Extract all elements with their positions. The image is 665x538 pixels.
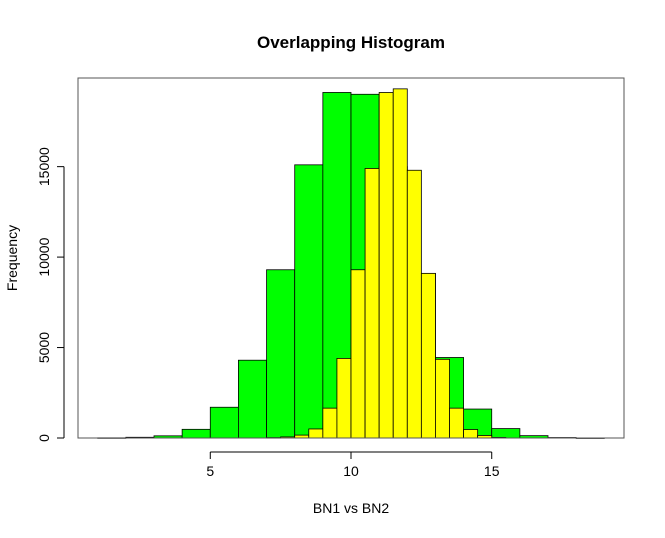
series-2-bar-4 xyxy=(308,428,324,439)
x-axis-label: BN1 vs BN2 xyxy=(313,500,389,516)
series-1-bar-4 xyxy=(181,428,211,439)
series-2-bar-12 xyxy=(420,272,436,439)
x-tick-label-15: 15 xyxy=(484,463,500,479)
series-2-bar-5 xyxy=(322,407,338,439)
series-2-bar-15 xyxy=(463,429,479,439)
series-2-bar-8 xyxy=(364,168,380,439)
series-1-bar-5 xyxy=(209,406,239,439)
x-tick-label-5: 5 xyxy=(206,463,214,479)
series-2-bar-10 xyxy=(392,88,408,439)
x-axis: 5 10 15 xyxy=(206,451,500,479)
y-tick-label-15000: 15000 xyxy=(36,147,52,186)
x-tick-label-10: 10 xyxy=(343,463,359,479)
series-2-bar-14 xyxy=(449,407,464,439)
series-2-bar-9 xyxy=(378,92,394,439)
series-2-bar-7 xyxy=(350,269,366,439)
series-1-bar-7 xyxy=(266,269,296,439)
series-2-bar-11 xyxy=(406,169,422,439)
y-tick-label-0: 0 xyxy=(36,434,52,442)
y-axis: 0 5000 10000 15000 xyxy=(36,147,65,442)
plot-frame xyxy=(77,77,625,439)
series-2 xyxy=(266,88,507,439)
y-tick-label-5000: 5000 xyxy=(36,332,52,363)
bars-layer xyxy=(97,88,605,439)
series-2-bar-13 xyxy=(435,358,450,439)
chart-title: Overlapping Histogram xyxy=(257,33,445,52)
y-tick-label-10000: 10000 xyxy=(36,237,52,276)
series-1-bar-6 xyxy=(238,359,267,439)
series-2-bar-6 xyxy=(336,358,352,439)
y-axis-label: Frequency xyxy=(4,225,20,291)
series-1-bar-15 xyxy=(491,428,521,439)
series-1-bar-8 xyxy=(294,164,324,439)
